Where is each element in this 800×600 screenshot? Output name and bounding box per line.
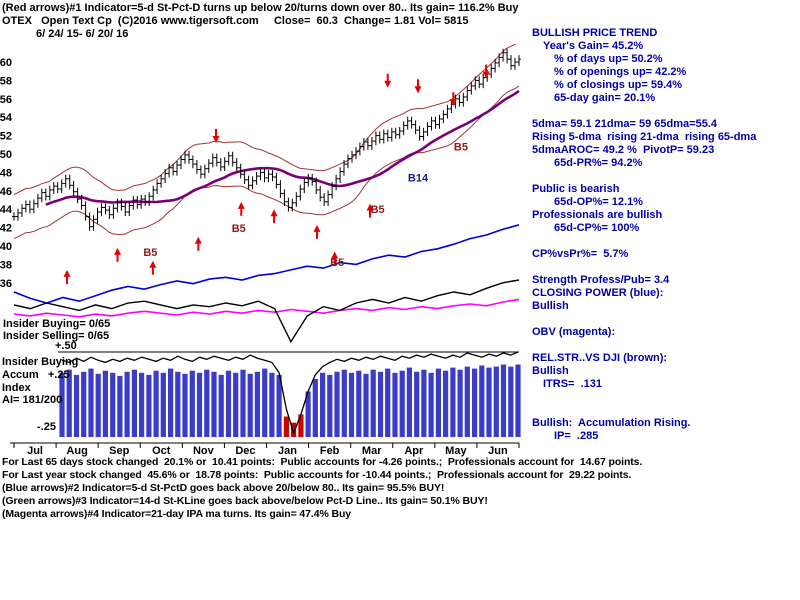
footer-line: (Magenta arrows)#4 Indicator=21-day IPA …: [2, 508, 352, 520]
analysis-line: Bullish: [532, 365, 569, 377]
analysis-line: Rising 5-dma rising 21-dma rising 65-dma: [532, 131, 757, 143]
signal-label: B5: [454, 141, 468, 153]
footer-line: (Green arrows)#3 Indicator=14-d St-KLine…: [2, 495, 488, 507]
analysis-line: [532, 404, 756, 417]
buy-arrow-icon: [194, 236, 202, 251]
lower-band-line: [13, 85, 520, 240]
svg-text:54: 54: [0, 112, 13, 124]
signal-label: B14: [408, 173, 429, 185]
analysis-line: ITRS= .131: [543, 378, 603, 390]
analysis-line: [532, 261, 756, 274]
ticker-quote-line: OTEX Open Text Cp (C)2016 www.tigersoft.…: [2, 15, 469, 27]
obv-line: [13, 298, 520, 318]
analysis-line: [532, 339, 756, 352]
analysis-heading: CLOSING POWER (blue):: [532, 287, 664, 299]
svg-text:48: 48: [0, 167, 12, 179]
buy-arrow-icon: [237, 201, 245, 216]
closing-power-line: [13, 224, 520, 304]
analysis-line: Strength Profess/Pub= 3.4: [532, 274, 670, 286]
analysis-line: Bullish: [532, 300, 569, 312]
accumulation-index-line: [61, 351, 519, 436]
footer-line: (Blue arrows)#2 Indicator=5-d St-PctD go…: [2, 482, 445, 494]
buy-arrow-icon: [149, 260, 157, 275]
accumulation-bars: [59, 364, 521, 437]
analysis-panel: BULLISH PRICE TREND Year's Gain= 45.2%% o…: [532, 27, 756, 443]
analysis-line: Bullish: Accumulation Rising.: [532, 417, 691, 429]
accum-title-line2: Accum +.25: [2, 369, 70, 381]
svg-text:52: 52: [0, 131, 12, 143]
sell-arrow-icon: [482, 64, 490, 79]
analysis-line: 5dmaAROC= 49.2 % PivotP= 59.23: [532, 144, 715, 156]
accum-plus50-label: +.50: [55, 340, 77, 352]
svg-text:36: 36: [0, 278, 12, 290]
sell-arrow-icon: [449, 92, 457, 107]
analysis-line: [532, 235, 756, 248]
buy-arrow-icon: [270, 209, 278, 224]
accum-minus25-label: -.25: [37, 421, 56, 433]
analysis-heading: OBV (magenta):: [532, 326, 616, 338]
footer-line: For Last year stock changed 45.6% or 18.…: [2, 469, 632, 481]
analysis-line: 65-day gain= 20.1%: [554, 92, 656, 104]
sell-arrow-icon: [414, 79, 422, 94]
analysis-line: CP%vsPr%= 5.7%: [532, 248, 629, 260]
analysis-line: 65d-OP%= 12.1%: [554, 196, 643, 208]
analysis-line: [532, 105, 756, 118]
insider-buying-label: Insider Buying= 0/65: [3, 318, 111, 330]
analysis-line: 5dma= 59.1 21dma= 59 65dma=55.4: [532, 118, 717, 130]
svg-text:38: 38: [0, 259, 12, 271]
buy-arrow-icon: [63, 269, 71, 284]
analysis-line: 65d-CP%= 100%: [554, 222, 640, 234]
analysis-heading: REL.STR..VS DJI (brown):: [532, 352, 668, 364]
signal-label: B5: [330, 257, 344, 269]
svg-text:50: 50: [0, 149, 12, 161]
accum-title-line1: Insider Buying: [2, 356, 79, 368]
analysis-line: % of closings up= 59.4%: [554, 79, 683, 91]
upper-band-line: [13, 44, 517, 195]
analysis-line: Professionals are bullish: [532, 209, 663, 221]
buy-arrow-icon: [114, 247, 122, 262]
footer-line: For Last 65 days stock changed 20.1% or …: [2, 456, 643, 468]
indicator1-summary-line: (Red arrows)#1 Indicator=5-d St-Pct-D tu…: [2, 2, 519, 14]
analysis-line: Public is bearish: [532, 183, 620, 195]
buy-arrow-icon: [313, 224, 321, 239]
accum-title-line3: Index: [2, 382, 31, 394]
buy-arrow-icon: [366, 203, 374, 218]
analysis-line: % of openings up= 42.2%: [554, 66, 687, 78]
month-axis-labels: Jul Aug Sep Oct Nov Dec Jan Feb Mar Apr May Jun: [13, 443, 520, 457]
insider-selling-label: Insider Selling= 0/65: [3, 330, 110, 342]
svg-text:44: 44: [0, 204, 13, 216]
long-ma-line: [45, 89, 520, 206]
signal-label: B5: [232, 223, 246, 235]
sell-arrow-icon: [212, 128, 220, 143]
sell-arrow-icon: [384, 73, 392, 88]
analysis-line: % of days up= 50.2%: [554, 53, 663, 65]
svg-text:42: 42: [0, 223, 12, 235]
svg-text:58: 58: [0, 75, 12, 87]
analysis-line: IP= .285: [554, 430, 599, 442]
signal-label: B5: [371, 204, 385, 216]
analysis-line: [532, 391, 756, 404]
analysis-line: [532, 313, 756, 326]
signal-label: B5: [143, 247, 157, 259]
buy-arrow-icon: [331, 251, 339, 266]
price-volume-chart: Jul Aug Sep Oct Nov Dec Jan Feb Mar Apr May Jun 60 58…: [0, 44, 521, 457]
analysis-line: Year's Gain= 45.2%: [543, 40, 644, 52]
svg-text:60: 60: [0, 57, 12, 69]
accum-ai-value: AI= 181/200: [2, 394, 63, 406]
price-axis-labels: 60 58 56 54 52 50 48 46 44 42 40 38 36: [0, 57, 13, 290]
analysis-heading: BULLISH PRICE TREND: [532, 27, 658, 39]
footer-notes: For Last 65 days stock changed 20.1% or …: [2, 456, 642, 521]
date-range-line: 6/ 24/ 15- 6/ 20/ 16: [36, 28, 129, 40]
analysis-line: [532, 170, 756, 183]
svg-text:40: 40: [0, 241, 12, 253]
svg-text:56: 56: [0, 94, 12, 106]
analysis-line: 65d-PR%= 94.2%: [554, 157, 643, 169]
price-bars: [12, 48, 521, 231]
svg-text:46: 46: [0, 186, 12, 198]
